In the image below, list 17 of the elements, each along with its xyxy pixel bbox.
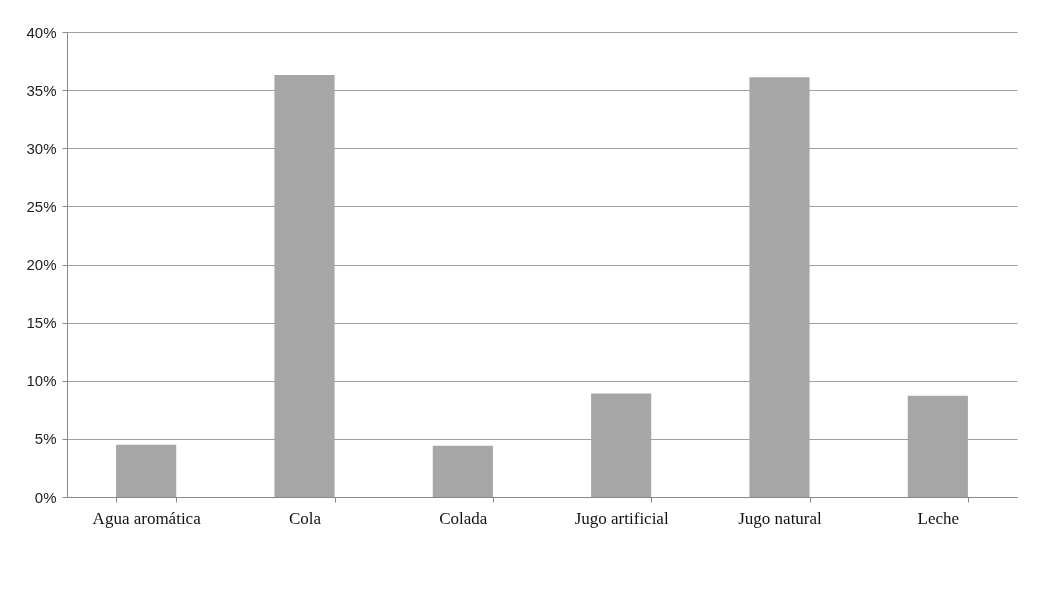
x-tick-label: Jugo natural [738,508,823,528]
y-tick-label: 15% [26,314,57,332]
bar [432,445,493,497]
y-tick-label: 30% [26,139,57,157]
y-tick-label: 20% [26,256,57,273]
y-tick-label: 35% [26,81,57,99]
y-tick-label: 40% [26,23,57,41]
x-tick-label: Cola [288,508,322,528]
y-tick-label: 5% [34,430,57,448]
y-tick-label: 10% [26,372,57,390]
x-tick-label: Colada [439,508,488,528]
y-tick-label: 0% [34,488,57,506]
y-tick-label: 25% [26,197,57,215]
x-tick-label: Leche [917,508,960,528]
bar [116,444,177,497]
x-tick-label: Jugo artificial [574,508,669,528]
x-tick-label: Agua aromática [92,508,202,528]
